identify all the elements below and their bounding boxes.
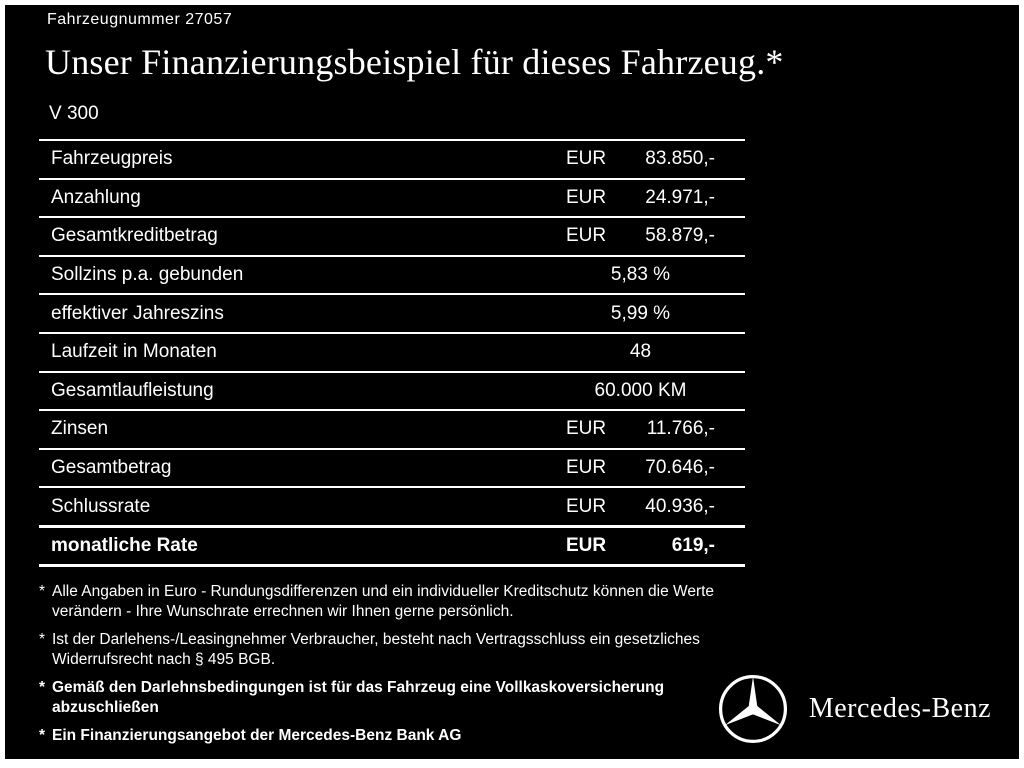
row-value-box: 48 [566,334,715,371]
row-currency: EUR [566,148,607,170]
row-label: Sollzins p.a. gebunden [51,264,244,286]
table-row: Zinsen EUR 11.766,- [39,409,745,448]
row-value-box: 5,99 % [566,295,715,332]
row-value: 58.879,- [645,225,715,247]
model-name: V 300 [49,103,99,124]
row-currency: EUR [566,418,607,440]
row-value: 619,- [671,534,715,556]
row-label: Schlussrate [51,495,151,517]
table-row: Fahrzeugpreis EUR 83.850,- [39,139,745,178]
mercedes-star-icon [717,673,789,745]
row-currency: EUR [566,225,607,247]
row-currency: EUR [566,534,607,556]
footnote: * Gemäß den Darlehnsbedingungen ist für … [39,678,741,719]
row-value: 48 [629,341,652,363]
row-value-box: EUR 11.766,- [566,411,715,448]
row-value-box: EUR 40.936,- [566,488,715,525]
row-label: Gesamtkreditbetrag [51,225,218,247]
finance-table: Fahrzeugpreis EUR 83.850,- Anzahlung EUR… [39,139,745,567]
footnote: * Alle Angaben in Euro - Rundungsdiffere… [39,582,741,623]
row-value-box: EUR 58.879,- [566,218,715,255]
footnote-text: Ein Finanzierungsangebot der Mercedes-Be… [52,726,462,744]
row-value: 70.646,- [645,457,715,479]
table-row: Laufzeit in Monaten 48 [39,331,745,371]
row-label: Laufzeit in Monaten [51,341,217,363]
row-value-box: 5,83 % [566,257,715,294]
row-label: monatliche Rate [51,534,198,556]
table-row: effektiver Jahreszins 5,99 % [39,293,745,332]
table-row: Gesamtlaufleistung 60.000 KM [39,370,745,410]
footnote-text: Ist der Darlehens-/Leasingnehmer Verbrau… [52,630,700,669]
table-row-monthly-rate: monatliche Rate EUR 619,- [39,524,745,564]
footnotes: * Alle Angaben in Euro - Rundungsdiffere… [39,582,741,753]
footnote-text: Gemäß den Darlehnsbedingungen ist für da… [52,678,665,717]
row-value-box: EUR 24.971,- [566,180,715,217]
row-value: 40.936,- [645,495,715,517]
brand-area: Mercedes-Benz [717,673,991,745]
footnote-marker: * [39,726,46,744]
row-currency: EUR [566,186,607,208]
row-currency: EUR [566,495,607,517]
row-label: Zinsen [51,418,109,440]
row-value: 24.971,- [645,186,715,208]
footnote: * Ist der Darlehens-/Leasingnehmer Verbr… [39,630,741,671]
footnote-text: Alle Angaben in Euro - Rundungsdifferenz… [52,583,715,621]
row-value: 5,83 % [610,264,671,286]
row-value-box: 60.000 KM [566,373,715,410]
page-title: Unser Finanzierungsbeispiel für dieses F… [45,42,784,82]
row-label: effektiver Jahreszins [51,302,224,324]
table-row: Sollzins p.a. gebunden 5,83 % [39,254,745,294]
footnote-marker: * [39,678,46,696]
vehicle-number: Fahrzeugnummer 27057 [47,11,233,28]
row-value: 83.850,- [645,148,715,170]
table-row: Gesamtkreditbetrag EUR 58.879,- [39,216,745,255]
brand-wordmark: Mercedes-Benz [808,693,991,724]
row-value-box: EUR 70.646,- [566,450,715,487]
table-row: Schlussrate EUR 40.936,- [39,486,745,525]
footnote-marker: * [39,583,46,600]
row-label: Anzahlung [51,186,141,208]
row-currency: EUR [566,457,607,479]
row-value: 5,99 % [610,302,671,324]
row-value-box: EUR 619,- [566,528,715,564]
row-label: Gesamtbetrag [51,457,172,479]
footnote-marker: * [39,630,46,648]
table-row: Gesamtbetrag EUR 70.646,- [39,447,745,487]
row-value-box: EUR 83.850,- [566,141,715,178]
row-value: 60.000 KM [594,379,687,401]
row-label: Fahrzeugpreis [51,148,173,170]
table-row: Anzahlung EUR 24.971,- [39,177,745,217]
row-label: Gesamtlaufleistung [51,379,214,401]
footnote: * Ein Finanzierungsangebot der Mercedes-… [39,726,741,746]
row-value: 11.766,- [646,418,715,440]
